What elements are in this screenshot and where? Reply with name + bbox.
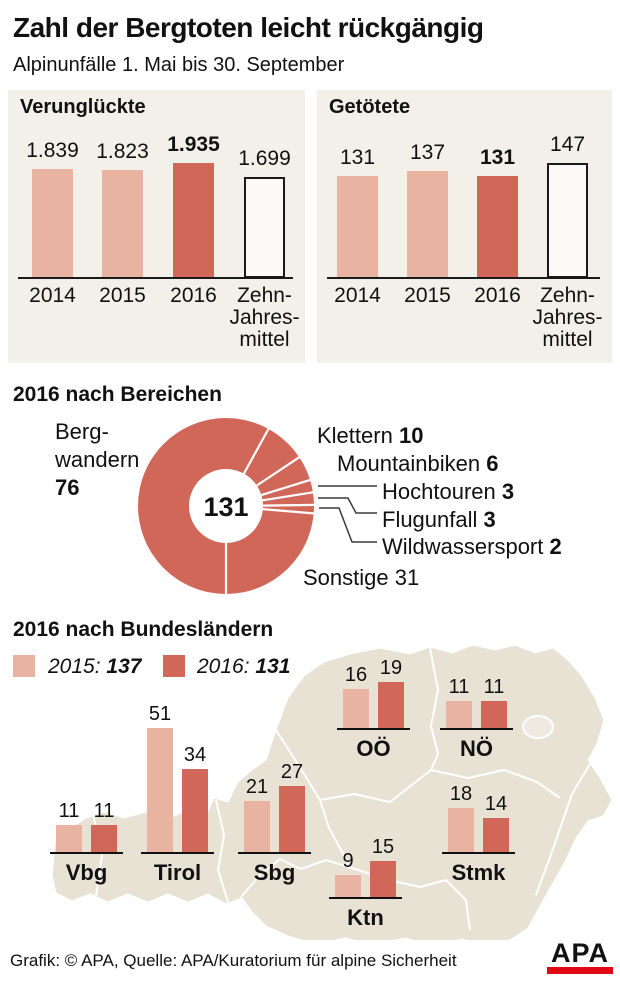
panel-title-verungglueckte: Verunglückte — [20, 96, 146, 118]
donut-label-bergwandern: Berg- wandern 76 — [55, 418, 139, 502]
axis-label-getoetete-0: 2014 — [334, 284, 381, 307]
state-border-1 — [215, 799, 229, 903]
bar-verungglueckte-0 — [32, 169, 73, 278]
connector-wildwassersport — [319, 507, 377, 543]
footer-credit: Grafik: © APA, Quelle: APA/Kuratorium fü… — [10, 951, 457, 970]
donut-divider-5 — [262, 508, 315, 515]
austria-outline — [51, 644, 613, 940]
state-border-5 — [430, 769, 561, 799]
connector-flugunfall — [318, 497, 377, 514]
value-label-getoetete-1: 137 — [409, 141, 446, 164]
axis-label-verungglueckte-3: Zehn- Jahres-mittel — [229, 284, 300, 351]
bar-chart-getoetete: 131 2014 137 2015 131 2016 147 Zehn- Jahres-mitt… — [317, 90, 612, 363]
bar-verungglueckte-2 — [173, 163, 214, 278]
bar-getoetete-3 — [547, 163, 588, 278]
donut-value-bergwandern: 76 — [55, 475, 80, 500]
bar-chart-verungglueckte: 1.839 2014 1.823 2015 1.935 2016 1.699 Zehn- Jah… — [8, 90, 305, 363]
bar-getoetete-0 — [337, 176, 378, 278]
axis-label-verungglueckte-2: 2016 — [170, 284, 217, 307]
legend-label-2016: 2016: 131 — [197, 655, 291, 678]
bar-verungglueckte-3 — [244, 177, 285, 278]
state-border-7 — [319, 799, 350, 868]
austria-map — [51, 644, 613, 940]
axis-label-verungglueckte-0: 2014 — [29, 284, 76, 307]
state-border-3 — [429, 647, 439, 771]
state-border-6 — [535, 763, 591, 896]
value-label-getoetete-0: 131 — [339, 146, 376, 169]
value-label-verungglueckte-2: 1.935 — [167, 133, 220, 156]
donut-label-flugunfall: Flugunfall 3 — [382, 507, 496, 532]
donut-chart — [138, 418, 377, 595]
value-label-verungglueckte-0: 1.839 — [26, 139, 79, 162]
donut-center-value: 131 — [203, 492, 249, 522]
panel-verungglueckte: Verunglückte 1.839 2014 1.823 2015 1.935 2016… — [8, 90, 305, 363]
bar-getoetete-1 — [407, 171, 448, 278]
legend-swatch-2016 — [163, 655, 185, 677]
page-subtitle: Alpinunfälle 1. Mai bis 30. September — [13, 54, 345, 76]
legend-swatch-2015 — [13, 655, 35, 677]
donut-label-klettern: Klettern 10 — [317, 423, 424, 448]
state-border-4 — [319, 769, 432, 803]
vienna-region — [522, 715, 554, 739]
panel-getoetete: Getötete 131 2014 137 2015 131 2016 147 Zehn- Ja… — [317, 90, 612, 363]
donut-divider-0 — [242, 427, 270, 475]
apa-logo-red-bar — [547, 967, 613, 974]
value-label-verungglueckte-3: 1.699 — [238, 147, 291, 170]
donut-divider-2 — [260, 478, 312, 497]
donut-label-hochtouren: Hochtouren 3 — [382, 479, 515, 504]
donut-label-berg-line2: wandern — [55, 447, 140, 472]
value-label-getoetete-3: 147 — [549, 133, 586, 156]
section-title-bundeslaender: 2016 nach Bundesländern — [13, 618, 274, 641]
donut-divider-4 — [262, 503, 316, 507]
axis-label-getoetete-2: 2016 — [474, 284, 521, 307]
panel-title-getoetete: Getötete — [329, 96, 411, 118]
bar-verungglueckte-1 — [102, 170, 143, 278]
apa-logo-text: APA — [550, 938, 609, 968]
state-border-9 — [240, 858, 350, 898]
donut-divider-3 — [262, 491, 315, 502]
axis-label-getoetete-1: 2015 — [404, 284, 451, 307]
donut-label-sonstige: Sonstige 31 — [303, 565, 420, 590]
donut-label-wildwassersport: Wildwassersport 2 — [382, 534, 562, 559]
axis-label-verungglueckte-1: 2015 — [99, 284, 146, 307]
page-title: Zahl der Bergtoten leicht rückgängig — [13, 12, 484, 43]
bar-getoetete-2 — [477, 176, 518, 278]
axis-getoetete — [327, 277, 600, 279]
state-border-2 — [275, 729, 321, 801]
axis-label-getoetete-3: Zehn- Jahres-mittel — [532, 284, 603, 351]
donut-label-berg-line1: Berg- — [55, 419, 109, 444]
donut-label-mountainbiken: Mountainbiken 6 — [337, 451, 499, 476]
apa-logo: APA — [547, 940, 613, 974]
legend-label-2015: 2015: 137 — [48, 655, 142, 678]
donut-hole — [189, 469, 263, 543]
section-title-bereiche: 2016 nach Bereichen — [13, 383, 222, 406]
value-label-getoetete-2: 131 — [479, 146, 516, 169]
axis-verungglueckte — [18, 277, 293, 279]
donut-divider-1 — [256, 455, 301, 487]
value-label-verungglueckte-1: 1.823 — [96, 140, 149, 163]
